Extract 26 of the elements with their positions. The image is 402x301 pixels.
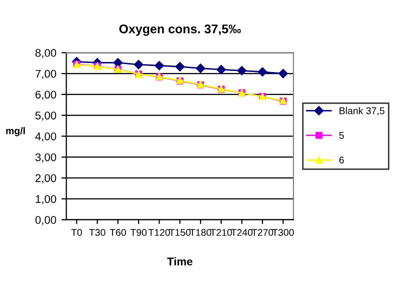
y-axis-title: mg/l xyxy=(6,127,25,136)
x-tick-label: T120 xyxy=(148,229,170,236)
y-tick-label: 3,00 xyxy=(35,153,56,163)
legend-label: Blank 37,5 xyxy=(340,107,384,116)
y-tick-label: 7,00 xyxy=(36,70,56,80)
x-tick-label: T300 xyxy=(272,229,294,236)
legend-label: 5 xyxy=(339,132,344,139)
x-tick-label: T240 xyxy=(230,229,253,236)
x-tick-label: T60 xyxy=(110,229,126,236)
y-tick-label: 0,00 xyxy=(35,216,56,226)
y-tick-label: 2,00 xyxy=(36,174,56,184)
x-tick-label: T90 xyxy=(130,229,147,236)
x-tick-label: T180 xyxy=(190,229,212,236)
x-tick-label: T150 xyxy=(169,229,191,236)
y-tick-label: 4,00 xyxy=(35,132,56,142)
x-axis-title: Time xyxy=(167,257,192,266)
x-tick-label: T0 xyxy=(71,229,82,236)
y-tick-label: 8,00 xyxy=(35,48,56,58)
y-tick-label: 5,00 xyxy=(35,112,56,121)
y-tick-label: 1,00 xyxy=(36,195,56,204)
chart-title: Oxygen cons. 37,5‰ xyxy=(119,24,241,36)
y-tick-label: 6,00 xyxy=(36,90,56,100)
legend-label: 6 xyxy=(339,156,344,164)
x-tick-label: T210 xyxy=(210,229,232,236)
x-tick-label: T30 xyxy=(89,229,106,236)
x-tick-label: T270 xyxy=(252,229,274,236)
